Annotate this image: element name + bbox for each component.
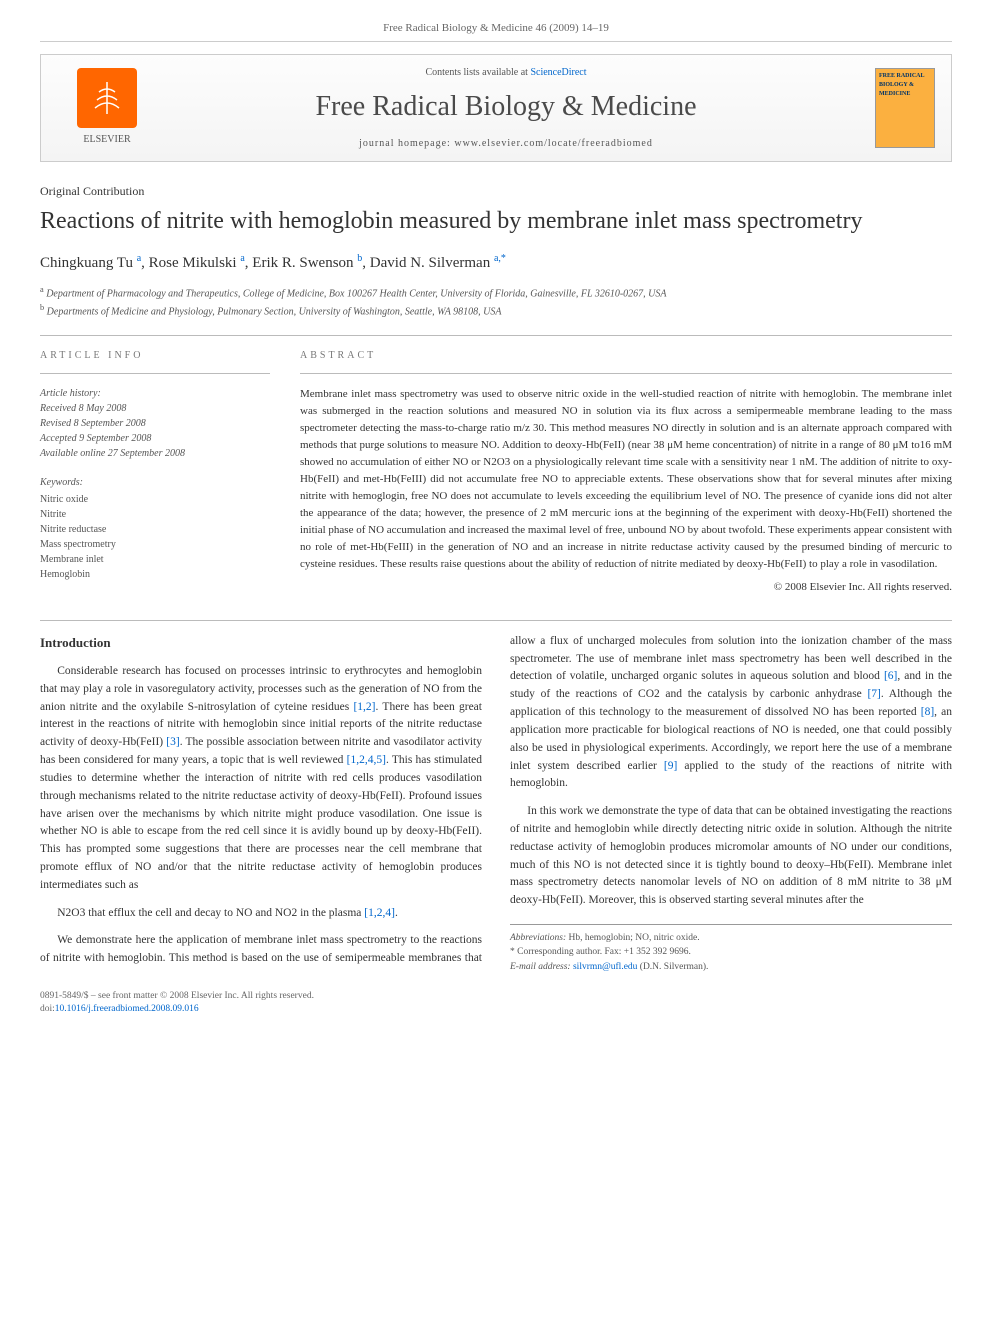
abbrev-text: Hb, hemoglobin; NO, nitric oxide. <box>568 933 699 943</box>
history-online: Available online 27 September 2008 <box>40 448 185 459</box>
history-revised: Revised 8 September 2008 <box>40 418 146 429</box>
history-block: Article history: Received 8 May 2008 Rev… <box>40 386 270 461</box>
meta-row: ARTICLE INFO Article history: Received 8… <box>40 348 952 596</box>
keywords-label: Keywords: <box>40 475 270 490</box>
homepage-line: journal homepage: www.elsevier.com/locat… <box>157 136 855 151</box>
keyword-item: Nitrite <box>40 507 270 522</box>
keywords-block: Keywords: Nitric oxideNitriteNitrite red… <box>40 475 270 582</box>
sciencedirect-link[interactable]: ScienceDirect <box>530 67 586 78</box>
keyword-item: Nitrite reductase <box>40 522 270 537</box>
body-columns: Introduction Considerable research has f… <box>40 633 952 974</box>
affiliation-b-text: Departments of Medicine and Physiology, … <box>47 306 502 317</box>
affiliation-b: b Departments of Medicine and Physiology… <box>40 302 952 319</box>
journal-cover-thumbnail: FREE RADICAL BIOLOGY & MEDICINE <box>875 68 935 148</box>
email-suffix: (D.N. Silverman). <box>640 962 709 972</box>
banner-center: Contents lists available at ScienceDirec… <box>157 65 855 151</box>
footer-bar: 0891-5849/$ – see front matter © 2008 El… <box>40 990 952 1017</box>
body-paragraph: N2O3 that efflux the cell and decay to N… <box>40 905 482 923</box>
keyword-item: Mass spectrometry <box>40 537 270 552</box>
citation-link[interactable]: [6] <box>884 670 897 682</box>
abstract-heading: ABSTRACT <box>300 348 952 363</box>
banner-right: FREE RADICAL BIOLOGY & MEDICINE <box>855 68 935 148</box>
author: Chingkuang Tu a <box>40 255 141 271</box>
abstract-block: ABSTRACT Membrane inlet mass spectrometr… <box>300 348 952 596</box>
author: David N. Silverman a,* <box>370 255 506 271</box>
abstract-copyright: © 2008 Elsevier Inc. All rights reserved… <box>300 579 952 596</box>
abbreviations-line: Abbreviations: Hb, hemoglobin; NO, nitri… <box>510 931 952 945</box>
abstract-divider <box>300 373 952 374</box>
issn-line: 0891-5849/$ – see front matter © 2008 El… <box>40 990 952 1003</box>
corresponding-fax: Fax: +1 352 392 9696. <box>604 947 690 957</box>
homepage-url[interactable]: www.elsevier.com/locate/freeradbiomed <box>454 138 653 149</box>
homepage-prefix: journal homepage: <box>359 138 454 149</box>
introduction-heading: Introduction <box>40 633 482 653</box>
citation-link[interactable]: [8] <box>921 706 934 718</box>
elsevier-tree-icon <box>77 68 137 128</box>
citation-link[interactable]: [7] <box>867 688 880 700</box>
keywords-list: Nitric oxideNitriteNitrite reductaseMass… <box>40 492 270 582</box>
article-type: Original Contribution <box>40 182 952 200</box>
keyword-item: Hemoglobin <box>40 567 270 582</box>
footnotes-block: Abbreviations: Hb, hemoglobin; NO, nitri… <box>510 924 952 974</box>
author: Rose Mikulski a <box>149 255 245 271</box>
corresponding-line: * Corresponding author. Fax: +1 352 392 … <box>510 945 952 959</box>
doi-line: doi:10.1016/j.freeradbiomed.2008.09.016 <box>40 1003 952 1016</box>
history-received: Received 8 May 2008 <box>40 403 126 414</box>
citation-link[interactable]: [3] <box>166 736 179 748</box>
citation-link[interactable]: [1,2,4] <box>364 907 395 919</box>
corresponding-label: * Corresponding author. <box>510 947 602 957</box>
doi-prefix: doi: <box>40 1004 55 1014</box>
publisher-block: ELSEVIER <box>57 68 157 147</box>
abbrev-label: Abbreviations: <box>510 933 566 943</box>
info-divider <box>40 373 270 374</box>
article-info-block: ARTICLE INFO Article history: Received 8… <box>40 348 270 596</box>
article-info-heading: ARTICLE INFO <box>40 348 270 363</box>
body-paragraph: In this work we demonstrate the type of … <box>510 803 952 910</box>
citation-link[interactable]: [1,2,4,5] <box>347 754 386 766</box>
contents-line: Contents lists available at ScienceDirec… <box>157 65 855 80</box>
affiliation-a-text: Department of Pharmacology and Therapeut… <box>46 289 666 300</box>
citation-link[interactable]: [1,2] <box>353 701 375 713</box>
body-paragraph: Considerable research has focused on pro… <box>40 663 482 895</box>
journal-name: Free Radical Biology & Medicine <box>157 86 855 128</box>
citation-link[interactable]: [9] <box>664 760 677 772</box>
running-head: Free Radical Biology & Medicine 46 (2009… <box>40 20 952 42</box>
abstract-text: Membrane inlet mass spectrometry was use… <box>300 386 952 574</box>
journal-banner: ELSEVIER Contents lists available at Sci… <box>40 54 952 162</box>
keyword-item: Nitric oxide <box>40 492 270 507</box>
keyword-item: Membrane inlet <box>40 552 270 567</box>
author: Erik R. Swenson b <box>252 255 362 271</box>
body-divider <box>40 620 952 621</box>
affiliations: a Department of Pharmacology and Therape… <box>40 284 952 319</box>
email-line: E-mail address: silvrmn@ufl.edu (D.N. Si… <box>510 960 952 974</box>
email-label: E-mail address: <box>510 962 571 972</box>
corresponding-email-link[interactable]: silvrmn@ufl.edu <box>573 962 637 972</box>
history-accepted: Accepted 9 September 2008 <box>40 433 151 444</box>
publisher-name: ELSEVIER <box>83 132 130 147</box>
doi-link[interactable]: 10.1016/j.freeradbiomed.2008.09.016 <box>55 1004 199 1014</box>
contents-prefix: Contents lists available at <box>425 67 530 78</box>
author-list: Chingkuang Tu a, Rose Mikulski a, Erik R… <box>40 251 952 275</box>
history-label: Article history: <box>40 388 101 399</box>
affiliation-a: a Department of Pharmacology and Therape… <box>40 284 952 301</box>
section-divider <box>40 335 952 336</box>
body-paragraphs: Considerable research has focused on pro… <box>40 633 952 974</box>
article-title: Reactions of nitrite with hemoglobin mea… <box>40 206 952 237</box>
